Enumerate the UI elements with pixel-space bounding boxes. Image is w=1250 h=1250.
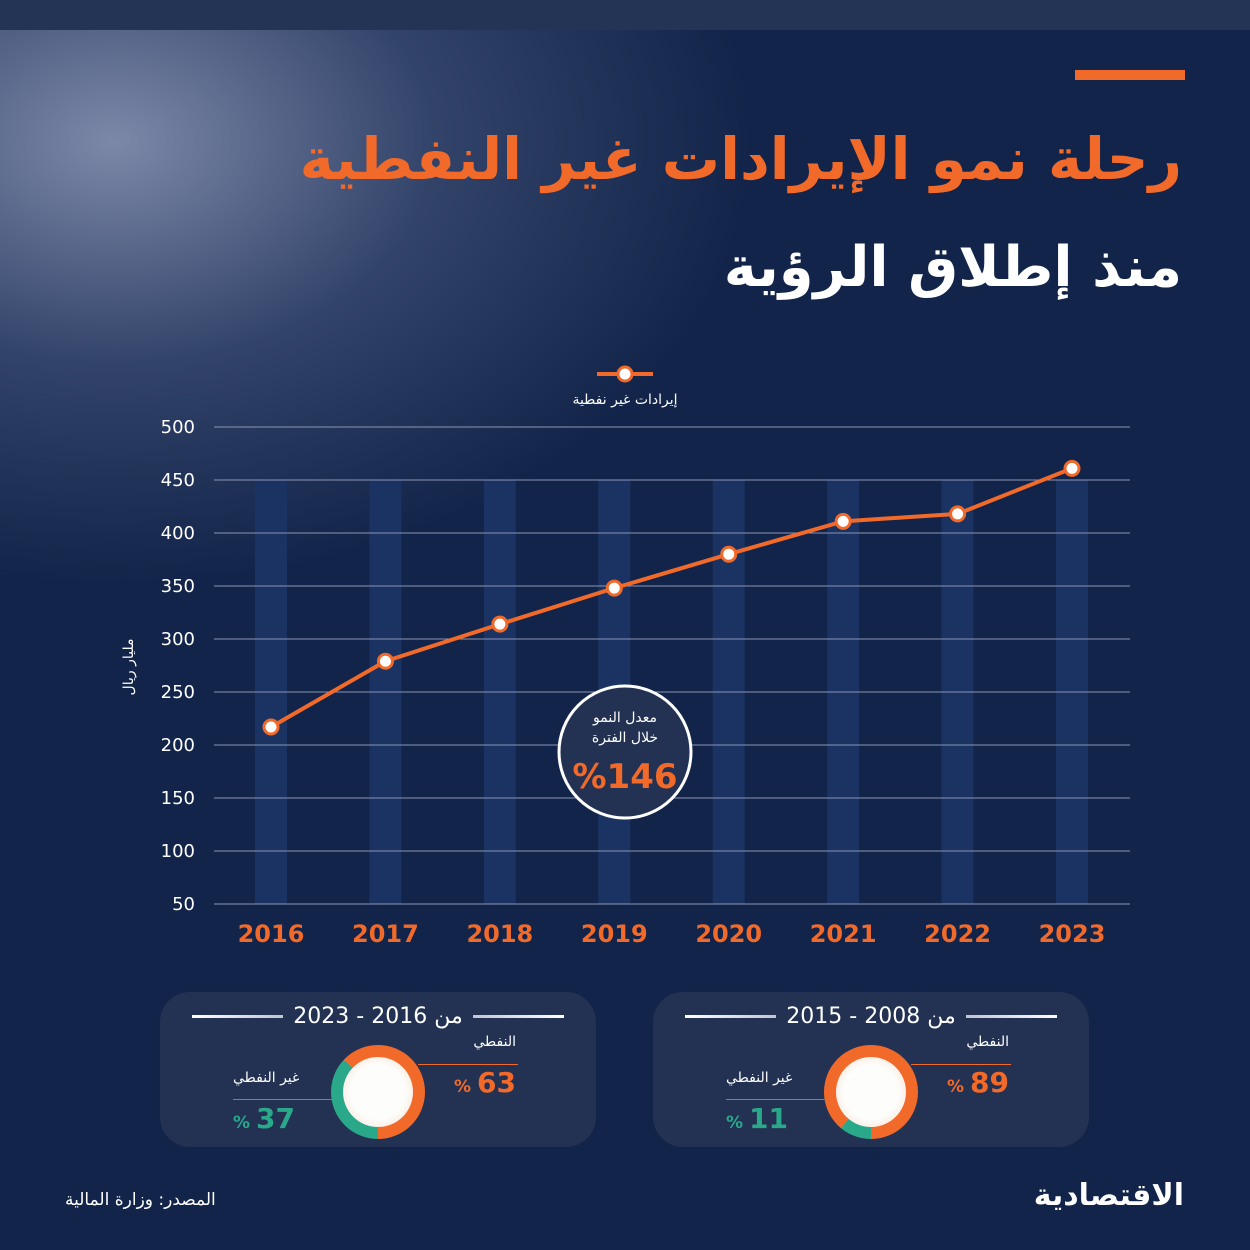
card-title: من 2008 - 2015 xyxy=(653,1004,1089,1029)
growth-badge xyxy=(557,684,693,820)
page-title: رحلة نمو الإيرادات غير النفطية xyxy=(299,125,1182,193)
y-tick-label: 400 xyxy=(161,523,195,544)
percent-sign: % xyxy=(233,1113,251,1133)
growth-label: معدل النمو xyxy=(592,710,657,726)
legend-label: إيرادات غير نفطية xyxy=(572,392,677,408)
donut-chart xyxy=(824,1045,918,1139)
card-title: من 2016 - 2023 xyxy=(160,1004,596,1029)
card-title-text: من 2016 - 2023 xyxy=(283,1004,473,1029)
nonoil-leader-line xyxy=(233,1099,333,1100)
donut-center xyxy=(343,1057,413,1127)
x-tick-label: 2019 xyxy=(581,920,648,948)
data-point xyxy=(491,615,509,633)
x-tick-label: 2022 xyxy=(924,920,991,948)
oil-percent: % 63 xyxy=(454,1066,516,1099)
share-card-2008-2015: من 2008 - 2015 النفطي % 89 غير النفطي % 11 xyxy=(653,992,1089,1147)
nonoil-percent: % 11 xyxy=(726,1102,788,1135)
percent-sign: % xyxy=(726,1113,744,1133)
share-card-2016-2023: من 2016 - 2023 النفطي % 63 غير النفطي % 37 xyxy=(160,992,596,1147)
oil-label: النفطي xyxy=(473,1034,516,1050)
data-point xyxy=(605,579,623,597)
percent-sign: % xyxy=(453,1077,472,1097)
x-tick-label: 2023 xyxy=(1039,920,1106,948)
y-tick-label: 450 xyxy=(161,470,195,491)
logo: الاقتصادية xyxy=(1033,1178,1184,1213)
nonoil-label: غير النفطي xyxy=(233,1070,300,1086)
y-tick-label: 350 xyxy=(161,576,195,597)
y-tick-label: 50 xyxy=(172,894,195,915)
data-point xyxy=(376,652,394,670)
nonoil-percent-value: 11 xyxy=(749,1102,789,1135)
source-text: المصدر: وزارة المالية xyxy=(65,1190,216,1210)
nonoil-percent: % 37 xyxy=(233,1102,295,1135)
x-tick-label: 2017 xyxy=(352,920,419,948)
y-tick-label: 500 xyxy=(161,417,195,438)
y-tick-label: 200 xyxy=(161,735,195,756)
oil-percent: % 89 xyxy=(947,1066,1009,1099)
x-tick-label: 2018 xyxy=(466,920,533,948)
y-tick-label: 150 xyxy=(161,788,195,809)
line-chart: 500 450 400 350 300 250 200 150 100 50 مليار ريال 2… xyxy=(121,365,1130,948)
y-axis-label: مليار ريال xyxy=(121,639,137,696)
nonoil-percent-value: 37 xyxy=(256,1102,296,1135)
data-point xyxy=(949,505,967,523)
data-point xyxy=(834,512,852,530)
nonoil-label: غير النفطي xyxy=(726,1070,793,1086)
series-line xyxy=(270,466,1073,729)
data-point xyxy=(262,718,280,736)
y-tick-label: 300 xyxy=(161,629,195,650)
nonoil-leader-line xyxy=(726,1099,826,1100)
data-point xyxy=(1063,459,1081,477)
oil-label: النفطي xyxy=(966,1034,1009,1050)
growth-value: %146 xyxy=(572,757,677,797)
legend-marker xyxy=(616,365,634,383)
donut-chart xyxy=(331,1045,425,1139)
x-tick-label: 2021 xyxy=(810,920,877,948)
card-title-text: من 2008 - 2015 xyxy=(776,1004,966,1029)
oil-percent-value: 63 xyxy=(477,1066,516,1099)
y-tick-label: 250 xyxy=(161,682,195,703)
y-tick-label: 100 xyxy=(161,841,195,862)
page-subtitle: منذ إطلاق الرؤية xyxy=(723,235,1182,300)
top-bar xyxy=(0,0,1250,30)
data-point xyxy=(720,545,738,563)
growth-label: خلال الفترة xyxy=(592,730,658,746)
oil-leader-line xyxy=(911,1064,1011,1065)
donut-center xyxy=(836,1057,906,1127)
x-tick-label: 2020 xyxy=(695,920,762,948)
oil-leader-line xyxy=(418,1064,518,1065)
accent-bar xyxy=(1075,70,1185,80)
oil-percent-value: 89 xyxy=(970,1066,1009,1099)
percent-sign: % xyxy=(946,1077,965,1097)
x-tick-label: 2016 xyxy=(238,920,305,948)
